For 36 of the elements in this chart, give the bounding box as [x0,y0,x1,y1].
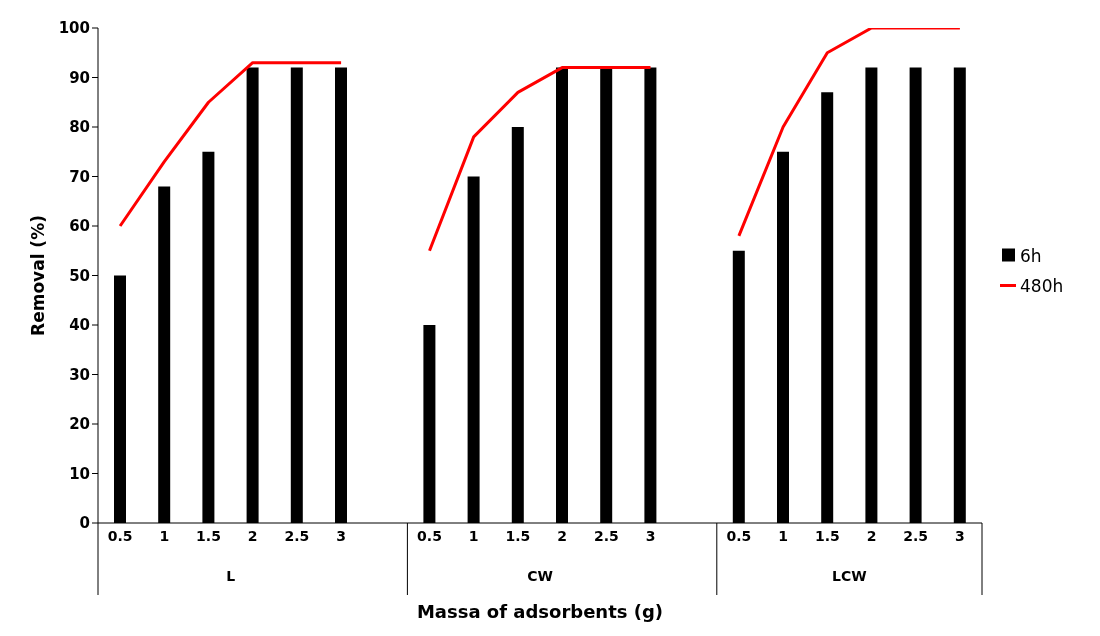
x-tick-label: 1 [468,527,479,544]
legend-label: 480h [1020,275,1064,296]
text: L [226,568,236,584]
x-tick-label: 3 [645,527,656,544]
x-tick-label: 2.5 [903,527,929,544]
y-tick-label: 0 [79,514,90,533]
y-tick-label: 40 [69,316,90,335]
x-tick-label: 1.5 [814,527,840,544]
y-tick-label: 60 [69,217,90,236]
y-tick-label: 80 [69,118,90,137]
x-tick-label: 0.5 [726,527,752,544]
y-tick-label: 90 [69,68,90,87]
x-tick-label: 2 [557,527,567,544]
y-tick-label: 100 [58,19,90,38]
y-tick-label: 70 [69,167,90,186]
x-tick-label: 0.5 [107,527,133,544]
x-tick-label: 1 [159,527,170,544]
text: CW [527,568,553,584]
y-axis-title: Removal (%) [28,215,49,336]
x-tick-label: 3 [955,527,965,544]
x-tick-label: 1.5 [196,527,221,544]
x-axis-title: Massa of adsorbents (g) [416,601,664,622]
x-tick-label: 3 [336,527,346,544]
x-tick-label: 2.5 [284,527,310,544]
x-tick-label: 0.5 [417,527,442,544]
x-tick-label: 2.5 [593,527,619,544]
x-tick-label: 2 [866,527,877,544]
y-tick-label: 50 [69,266,90,285]
x-tick-label: 1 [778,527,788,544]
y-tick-label: 20 [69,415,90,434]
x-tick-label: 1.5 [505,527,531,544]
legend-label: 6h [1020,245,1042,266]
text: LCW [832,568,867,584]
y-tick-label: 10 [69,464,90,483]
y-tick-label: 30 [69,365,90,384]
x-tick-label: 2 [247,527,258,544]
